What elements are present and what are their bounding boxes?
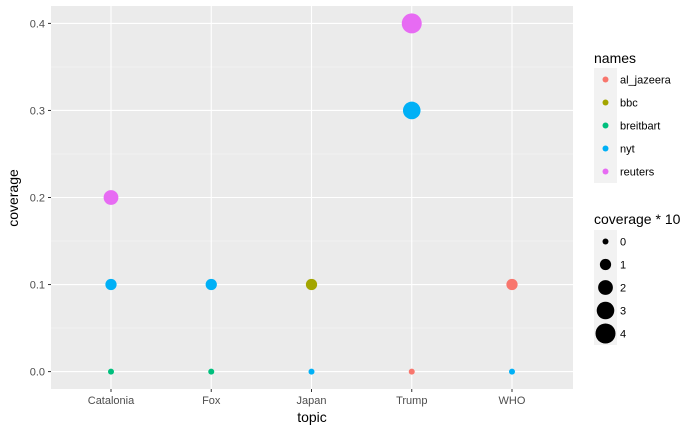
size-legend-label-2: 2 — [620, 283, 626, 295]
y-tick-label: 0.2 — [30, 193, 45, 205]
color-legend-label-bbc: bbc — [620, 98, 638, 110]
color-legend-swatch-nyt — [602, 145, 609, 152]
y-tick-label: 0.4 — [30, 18, 45, 30]
color-legend-label-reuters: reuters — [620, 167, 655, 179]
data-point-who-al_jazeera — [506, 278, 518, 291]
x-tick-label: Catalonia — [88, 395, 135, 407]
data-point-catalonia-breitbart — [108, 368, 114, 375]
data-point-fox-nyt — [205, 278, 217, 291]
x-tick-label: WHO — [499, 395, 526, 407]
color-legend-title: names — [594, 50, 636, 66]
color-legend-label-al_jazeera: al_jazeera — [620, 75, 672, 87]
size-legend-label-4: 4 — [620, 329, 626, 341]
size-legend-label-3: 3 — [620, 306, 626, 318]
data-point-fox-breitbart — [208, 368, 215, 375]
size-legend-swatch-4 — [595, 323, 616, 344]
color-legend-swatch-breitbart — [602, 122, 609, 129]
x-axis-title: topic — [297, 409, 327, 425]
x-tick-label: Trump — [396, 395, 427, 407]
color-legend-label-breitbart: breitbart — [620, 121, 660, 133]
color-legend-label-nyt: nyt — [620, 144, 635, 156]
data-point-trump-al_jazeera — [408, 368, 415, 375]
y-tick-label: 0.1 — [30, 280, 45, 292]
size-legend-label-1: 1 — [620, 260, 626, 272]
data-point-japan-nyt — [308, 368, 315, 375]
data-point-trump-reuters — [401, 13, 422, 34]
size-legend-swatch-2 — [598, 280, 613, 295]
data-point-catalonia-reuters — [103, 190, 119, 205]
y-tick-label: 0.3 — [30, 105, 45, 117]
color-legend-swatch-bbc — [602, 99, 609, 106]
y-tick-label: 0.0 — [30, 367, 45, 379]
axes: 0.0 0.1 0.2 0.3 0.4 Catalonia Fox Japan Trump WHO — [30, 18, 526, 407]
x-tick-label: Fox — [202, 395, 221, 407]
size-legend-swatch-1 — [599, 258, 612, 271]
data-point-trump-nyt — [402, 101, 421, 120]
data-point-japan-bbc — [305, 278, 318, 291]
size-legend-label-0: 0 — [620, 237, 626, 249]
data-points — [103, 13, 518, 375]
x-tick-label: Japan — [297, 395, 327, 407]
size-legend-title: coverage * 10 — [594, 211, 681, 227]
data-point-catalonia-nyt — [105, 278, 117, 291]
y-axis-title: coverage — [5, 169, 21, 227]
size-legend-swatch-0 — [602, 238, 609, 245]
data-point-who-nyt — [509, 368, 515, 375]
color-legend-swatch-reuters — [602, 168, 609, 175]
color-legend-swatch-al_jazeera — [602, 76, 609, 83]
size-legend-swatch-3 — [596, 301, 615, 320]
